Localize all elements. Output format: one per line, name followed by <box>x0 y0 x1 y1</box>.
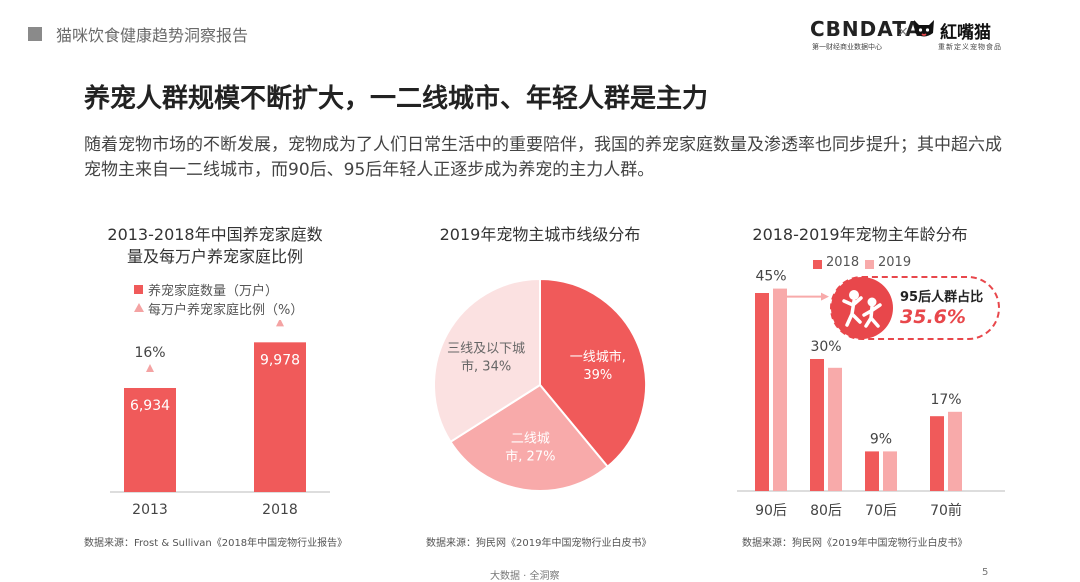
chart3-bar <box>930 416 944 491</box>
brand-logo-subtitle: 重新定义宠物食品 <box>938 43 1002 51</box>
dancing-people-icon <box>831 277 893 339</box>
chart3-legend-2018-swatch <box>813 260 822 269</box>
chart3-value-label: 45% <box>755 270 786 285</box>
chart3-bar <box>948 411 962 491</box>
chart1-legend-bar-swatch <box>134 285 143 294</box>
chart3-x-tick-label: 70后 <box>865 503 897 519</box>
chart3-age-bars: 45% 90后 30% 80后 9% 70后 17% 70前 <box>737 270 1005 519</box>
chart1-x-tick-label: 2013 <box>132 502 168 518</box>
chart2-slice-label: 二线城市, 27% <box>505 432 555 465</box>
gen95-callout: 95后人群占比 35.6% <box>830 276 1000 340</box>
callout-value: 35.6% <box>900 306 966 328</box>
chart1-ratio-label: 16% <box>134 345 165 361</box>
chart3-bar <box>883 451 897 491</box>
chart1-legend-bar-label: 养宠家庭数量（万户） <box>148 284 279 299</box>
chart1-title-line1: 2013-2018年中国养宠家庭数 <box>107 225 323 244</box>
chart1-source: 数据来源：Frost & Sullivan《2018年中国宠物行业报告》 <box>84 538 348 549</box>
chart3-value-label: 17% <box>930 392 961 408</box>
header-square-icon <box>28 27 42 41</box>
cbndata-logo: CBNDATA <box>810 17 922 41</box>
chart1-ratio-marker <box>276 320 284 327</box>
chart2-slice-label: 三线及以下城市, 34% <box>447 341 525 374</box>
chart2-slice-label: 一线城市, 39% <box>570 349 626 383</box>
chart3-title: 2018-2019年宠物主年龄分布 <box>752 225 968 244</box>
chart1-bar <box>254 342 306 492</box>
chart1-bar <box>124 387 176 492</box>
chart2-pie-slice <box>433 277 541 444</box>
chart1-legend-marker-label: 每万户养宠家庭比例（%） <box>148 303 304 318</box>
chart3-legend-2018-label: 2018 <box>826 255 860 270</box>
chart3-legend-2019-label: 2019 <box>878 255 912 270</box>
chart1-bar-value-label: 9,978 <box>260 352 300 368</box>
chart2-title: 2019年宠物主城市线级分布 <box>439 225 641 244</box>
chart3-x-tick-label: 90后 <box>755 503 787 519</box>
page-title: 养宠人群规模不断扩大，一二线城市、年轻人群是主力 <box>84 84 709 114</box>
page-number: 5 <box>982 567 989 578</box>
chart3-bar <box>755 293 769 491</box>
intro-paragraph: 随着宠物市场的不断发展，宠物成为了人们日常生活中的重要陪伴，我国的养宠家庭数量及… <box>84 135 1002 180</box>
cbndata-logo-subtitle: 第一财经商业数据中心 <box>812 43 882 51</box>
logo-separator: × <box>897 24 909 40</box>
chart2-source: 数据来源：狗民网《2019年中国宠物行业白皮书》 <box>426 538 652 549</box>
chart3-value-label: 30% <box>810 339 841 355</box>
chart1-bar-value-label: 6,934 <box>130 398 170 414</box>
chart3-legend-2019-swatch <box>865 260 874 269</box>
callout-label: 95后人群占比 <box>900 290 984 305</box>
chart3-bar <box>773 288 787 491</box>
chart3-source: 数据来源：狗民网《2019年中国宠物行业白皮书》 <box>742 538 968 549</box>
chart3-value-label: 9% <box>870 431 892 447</box>
chart1-title-line2: 量及每万户养宠家庭比例 <box>126 247 303 266</box>
cat-logo-icon <box>914 20 934 37</box>
chart3-callout-arrow-head <box>821 292 829 301</box>
footer-tagline: 大数据 · 全洞察 <box>490 571 560 582</box>
report-title: 猫咪饮食健康趋势洞察报告 <box>56 26 249 45</box>
chart3-x-tick-label: 70前 <box>930 502 962 519</box>
chart1-ratio-marker <box>146 363 154 372</box>
brand-logo: 紅嘴猫 <box>940 23 991 43</box>
chart3-bar <box>810 359 824 491</box>
chart1-x-tick-label: 2018 <box>262 502 298 518</box>
chart2-city-tier-pie: 一线城市, 39% 二线城市, 27% 三线及以下城市, 34% <box>433 277 647 492</box>
chart1-title: 2013-2018年中国养宠家庭数 量及每万户养宠家庭比例 <box>90 224 340 268</box>
chart3-bar <box>865 451 879 491</box>
chart1-legend-marker-swatch <box>134 303 144 312</box>
chart3-x-tick-label: 80后 <box>810 503 842 519</box>
chart2-pie-slice <box>539 277 647 469</box>
chart3-bar <box>828 367 842 491</box>
chart2-pie-slice <box>449 383 609 492</box>
